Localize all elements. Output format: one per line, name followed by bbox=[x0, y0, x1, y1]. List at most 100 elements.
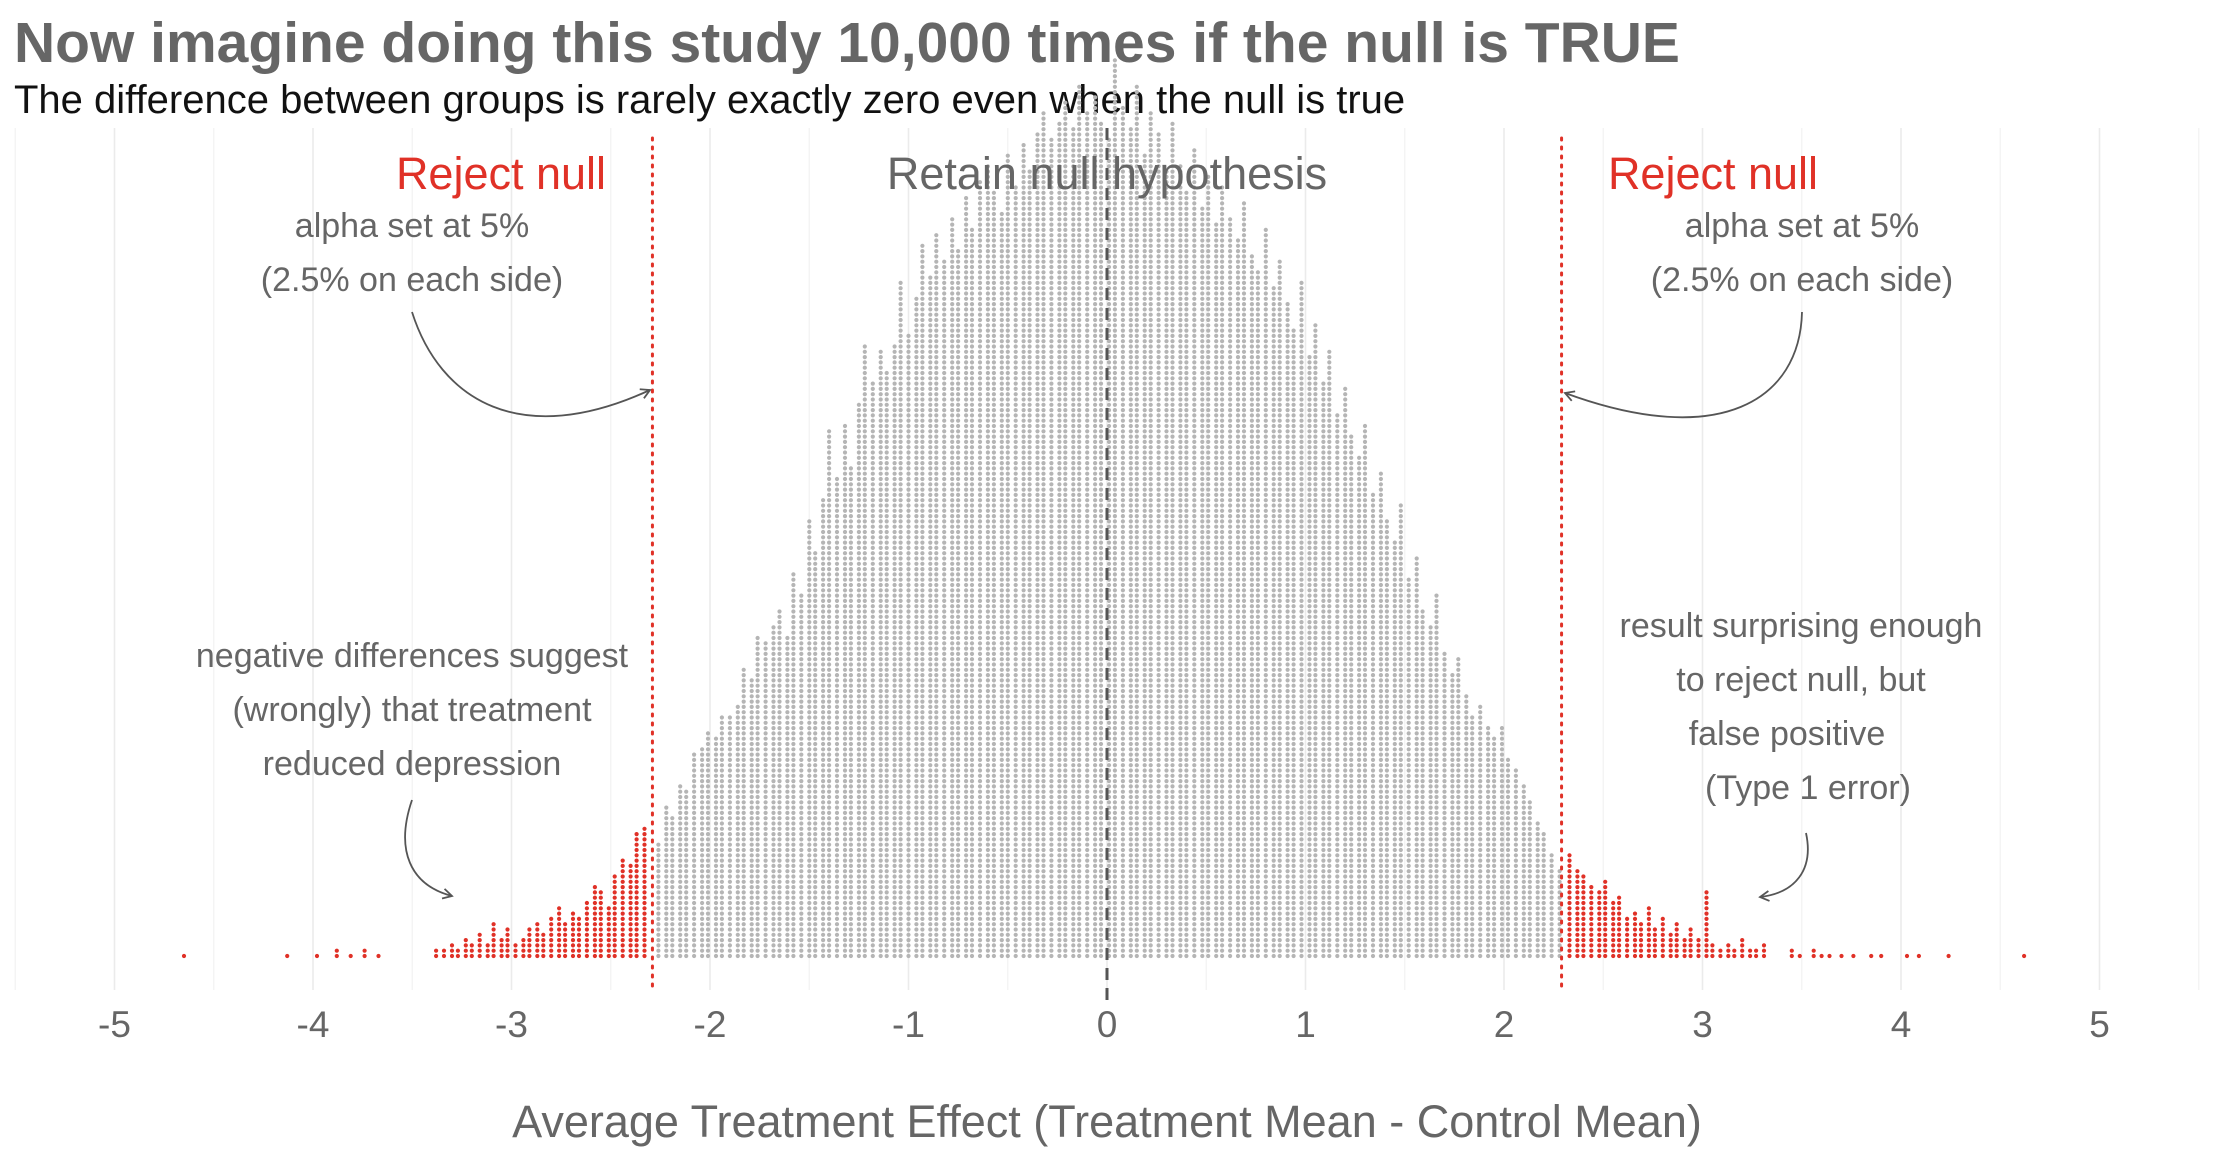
dot-point bbox=[741, 736, 746, 741]
dot-point bbox=[1005, 529, 1010, 535]
dot-point bbox=[985, 264, 991, 270]
dot-point bbox=[862, 582, 867, 588]
dot-point bbox=[741, 911, 746, 916]
dot-point bbox=[920, 667, 925, 672]
dot-point bbox=[950, 635, 955, 641]
dot-point bbox=[763, 757, 768, 763]
dot-point bbox=[1005, 646, 1010, 651]
dot-point bbox=[434, 953, 439, 959]
dot-point bbox=[870, 476, 875, 482]
dot-point bbox=[950, 694, 955, 699]
dot-point bbox=[977, 773, 983, 778]
dot-point bbox=[684, 943, 689, 948]
dot-point bbox=[898, 545, 903, 551]
dot-point bbox=[906, 704, 911, 710]
dot-point bbox=[807, 651, 812, 657]
dot-point bbox=[991, 429, 997, 434]
dot-point bbox=[799, 688, 804, 694]
dot-point bbox=[870, 869, 875, 874]
dot-point bbox=[807, 625, 812, 630]
dot-point bbox=[934, 413, 939, 418]
dot-point bbox=[664, 953, 669, 959]
dot-point bbox=[870, 662, 875, 667]
dot-point bbox=[678, 789, 683, 794]
dot-point bbox=[884, 429, 889, 434]
dot-point bbox=[834, 853, 840, 858]
dot-point bbox=[862, 355, 867, 360]
dot-point bbox=[791, 858, 796, 863]
dot-point bbox=[956, 270, 961, 275]
dot-point bbox=[928, 847, 933, 853]
dot-point bbox=[906, 333, 911, 338]
dot-point bbox=[848, 927, 854, 932]
dot-point bbox=[727, 916, 733, 922]
dot-point bbox=[664, 837, 669, 842]
dot-point bbox=[848, 582, 854, 588]
dot-point bbox=[969, 588, 975, 593]
dot-point bbox=[950, 492, 955, 497]
dot-point bbox=[807, 842, 812, 847]
dot-point bbox=[906, 938, 911, 943]
dot-point bbox=[985, 217, 991, 222]
dot-point bbox=[763, 789, 768, 794]
dot-point bbox=[670, 938, 675, 943]
dot-point bbox=[862, 360, 867, 365]
dot-point bbox=[777, 651, 782, 657]
dot-point bbox=[977, 461, 983, 466]
dot-point bbox=[1005, 869, 1010, 874]
dot-point bbox=[914, 423, 919, 429]
dot-point bbox=[827, 556, 832, 561]
dot-point bbox=[906, 715, 911, 720]
dot-point bbox=[741, 832, 746, 837]
dot-point bbox=[906, 365, 911, 370]
dot-point bbox=[950, 667, 955, 672]
dot-point bbox=[985, 683, 991, 688]
dot-point bbox=[934, 508, 939, 513]
dot-point bbox=[634, 837, 639, 842]
dot-point bbox=[771, 874, 776, 879]
dot-point bbox=[977, 620, 983, 625]
dot-point bbox=[755, 943, 760, 948]
dot-point bbox=[898, 630, 903, 635]
dot-point bbox=[964, 688, 969, 694]
dot-point bbox=[892, 906, 897, 911]
dot-point bbox=[969, 598, 975, 604]
dot-point bbox=[898, 593, 903, 598]
dot-point bbox=[898, 280, 903, 285]
dot-point bbox=[813, 900, 818, 906]
dot-point bbox=[999, 264, 1004, 270]
dot-point bbox=[862, 747, 867, 752]
dot-point bbox=[842, 816, 848, 821]
dot-point bbox=[878, 582, 883, 588]
dot-point bbox=[942, 763, 947, 768]
dot-point bbox=[898, 609, 903, 614]
dot-point bbox=[956, 720, 961, 725]
dot-point bbox=[914, 710, 919, 715]
dot-point bbox=[964, 529, 969, 535]
dot-point bbox=[985, 190, 991, 195]
dot-point bbox=[557, 911, 562, 916]
dot-point bbox=[656, 938, 661, 943]
dot-point bbox=[934, 275, 939, 280]
dot-point bbox=[821, 858, 826, 863]
dot-point bbox=[791, 932, 796, 937]
dot-point bbox=[791, 699, 796, 704]
dot-point bbox=[842, 445, 848, 450]
dot-point bbox=[991, 201, 997, 206]
dot-point bbox=[969, 651, 975, 657]
dot-point bbox=[956, 471, 961, 476]
dot-point bbox=[914, 741, 919, 747]
dot-point bbox=[934, 402, 939, 407]
dot-point bbox=[719, 943, 725, 948]
dot-point bbox=[898, 779, 903, 784]
dot-point bbox=[827, 784, 832, 789]
dot-point bbox=[664, 810, 669, 816]
dot-point bbox=[870, 561, 875, 566]
dot-point bbox=[1567, 879, 1572, 884]
dot-point bbox=[934, 895, 939, 900]
dot-point bbox=[977, 572, 983, 577]
dot-point bbox=[934, 646, 939, 651]
dot-point bbox=[1603, 885, 1608, 890]
dot-point bbox=[884, 779, 889, 784]
dot-point bbox=[999, 832, 1004, 837]
